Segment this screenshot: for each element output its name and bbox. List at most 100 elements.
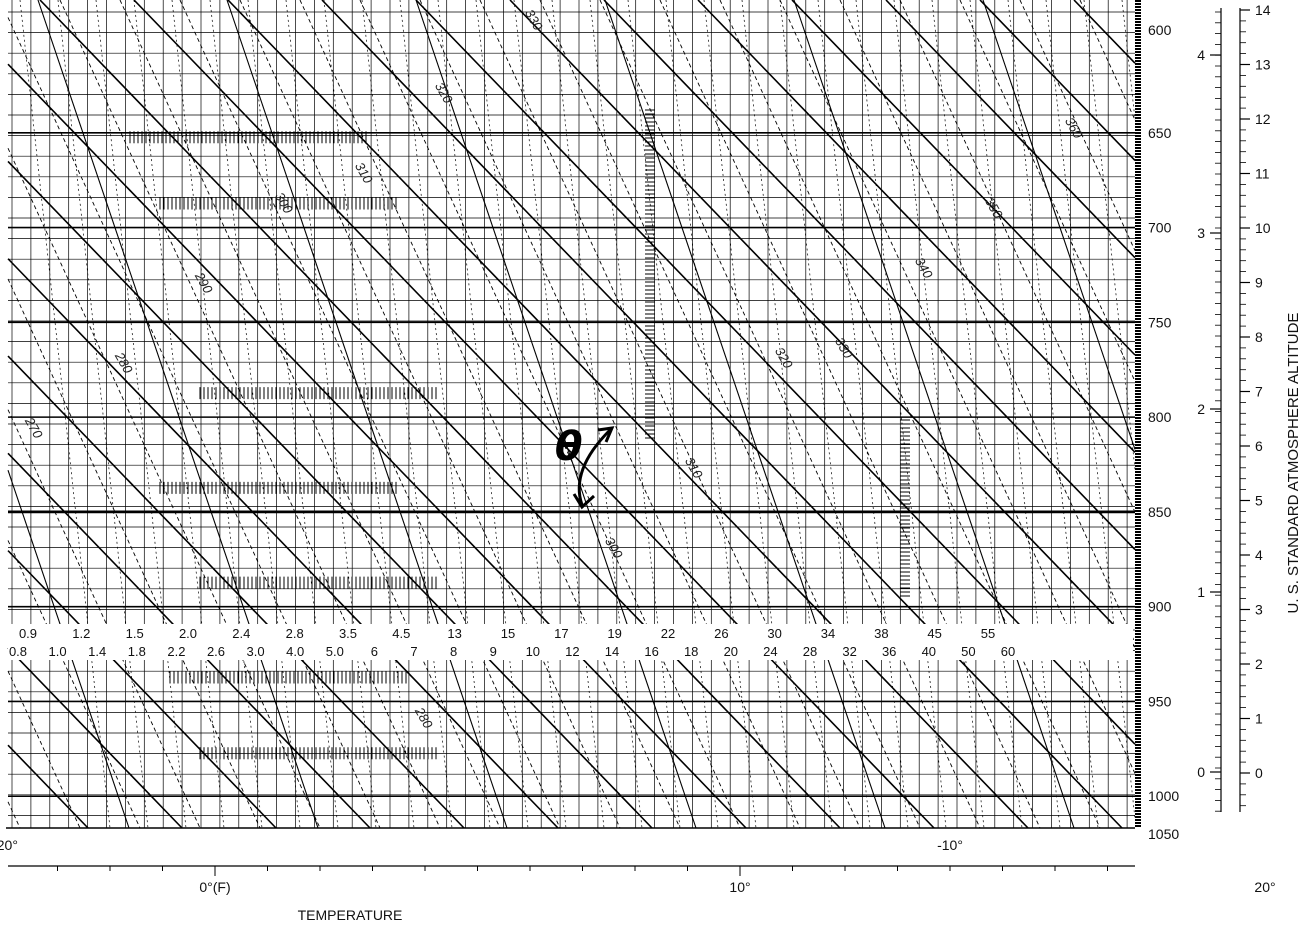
mixing-ratio-lower-row: 0.8 1.0 1.4 1.8 2.2 2.6 3.0 4.0 5.0 6 7 8 9 10 12 14 16 1…: [8, 642, 1133, 660]
dry-adiabat: [7, 160, 653, 829]
dry-adiabat: [885, 0, 1136, 259]
pressure-label: 600: [1148, 22, 1172, 38]
mix-upper-label: 22: [661, 626, 675, 641]
dry-adiabat: [791, 0, 1136, 356]
moist-adiabat: [839, 0, 1136, 643]
mixing-ratio-line: [247, 0, 339, 829]
mixing-ratio-line: [703, 0, 795, 829]
mix-upper-label: 4.5: [392, 626, 410, 641]
fahrenheit-tick-label: 10°: [729, 879, 750, 895]
moist-adiabat: [7, 17, 381, 829]
altitude-kft-label: 10: [1255, 220, 1271, 236]
hand-annotation: [572, 426, 615, 510]
mixing-ratio-line: [779, 0, 871, 829]
altitude-kft-label: 11: [1255, 166, 1270, 182]
mixing-ratio-line: [931, 0, 1023, 829]
mixing-ratio-line: [437, 0, 529, 829]
mix-lower-label: 6: [371, 644, 378, 659]
mix-lower-label: 2.6: [207, 644, 225, 659]
mixing-ratio-line: [741, 0, 833, 829]
annotation-angle-arc: [577, 428, 612, 506]
y-axis-title: U. S. STANDARD ATMOSPHERE ALTITUDE: [1285, 313, 1302, 614]
pressure-labels: 600 650 700 750 800 850 900 950 1000 1050: [1148, 22, 1179, 842]
moist-adiabat: [719, 0, 1101, 829]
celsius-tick-label: -10°: [937, 837, 963, 853]
altitude-kft-label: 3: [1255, 602, 1263, 618]
mix-upper-label: 15: [501, 626, 515, 641]
dry-adiabat: [7, 744, 89, 829]
moist-adiabat: [299, 0, 681, 829]
celsius-scale: -20°-10°0°(C)10°20°30°40°50°: [0, 837, 963, 853]
annotation-arrow-up: [597, 426, 615, 443]
mix-lower-label: 3.0: [247, 644, 265, 659]
altitude-kft-label: 7: [1255, 384, 1263, 400]
mix-lower-label: 14: [605, 644, 619, 659]
moist-adiabat: [419, 0, 801, 829]
isotherm-line: [37, 0, 319, 829]
moist-adiabat: [7, 670, 81, 829]
mix-upper-label: 17: [554, 626, 568, 641]
dry-adiabat: [979, 0, 1136, 161]
mixing-ratio-line: [95, 0, 187, 829]
mixing-ratio-line: [969, 0, 1061, 829]
moist-adiabat: [7, 540, 141, 829]
dry-adiabat: [603, 0, 1136, 551]
moist-adiabat: [1079, 0, 1136, 121]
altitude-kft-label: 2: [1255, 656, 1263, 672]
dry-adiabat: [7, 258, 559, 829]
mix-upper-label: 34: [821, 626, 835, 641]
moist-adiabat: [119, 0, 501, 829]
mixing-ratio-lines: [19, 0, 1136, 829]
moist-adiabat: [1019, 0, 1136, 251]
mixing-ratio-line: [171, 0, 263, 829]
mix-lower-label: 28: [803, 644, 817, 659]
altitude-kft-label: 8: [1255, 329, 1263, 345]
mix-lower-label: 40: [922, 644, 936, 659]
moist-adiabat: [239, 0, 621, 829]
moist-adiabat: [479, 0, 861, 829]
mix-lower-label: 24: [763, 644, 777, 659]
mixing-ratio-line: [1045, 0, 1136, 819]
moist-adiabat: [899, 0, 1136, 513]
mix-upper-label: 55: [981, 626, 995, 641]
mix-lower-label: 1.0: [49, 644, 67, 659]
altitude-km-label: 0: [1197, 764, 1205, 780]
mix-upper-label: 19: [607, 626, 621, 641]
dry-adiabat: [39, 0, 841, 829]
moist-adiabat: [7, 278, 261, 829]
mix-lower-label: 9: [490, 644, 497, 659]
mixing-ratio-line: [817, 0, 909, 829]
mixing-ratio-line: [665, 0, 757, 829]
mix-lower-label: 32: [842, 644, 856, 659]
isobars: [8, 131, 1135, 798]
mixing-ratio-line: [475, 0, 567, 829]
mix-upper-label: 26: [714, 626, 728, 641]
altitude-kft-label: 6: [1255, 438, 1263, 454]
mix-lower-label: 0.8: [9, 644, 27, 659]
mix-lower-label: 60: [1001, 644, 1015, 659]
fahrenheit-tick-label: 0°(F): [199, 879, 230, 895]
mixing-ratio-line: [893, 0, 985, 829]
altitude-kft-label: 5: [1255, 493, 1263, 509]
mix-lower-label: 18: [684, 644, 698, 659]
dry-adiabat: [415, 0, 1136, 745]
mix-upper-label: 38: [874, 626, 888, 641]
mixing-ratio-line: [627, 0, 719, 829]
altitude-kft-label: 14: [1255, 2, 1271, 18]
altitude-kft-label: 13: [1255, 57, 1271, 73]
mix-lower-label: 7: [410, 644, 417, 659]
mixing-ratio-line: [323, 0, 415, 829]
mix-lower-label: 1.4: [88, 644, 106, 659]
isotherm-line: [982, 0, 1136, 450]
mixing-ratio-line: [209, 0, 301, 829]
mix-upper-label: 1.2: [72, 626, 90, 641]
pressure-label: 700: [1148, 220, 1172, 236]
mix-lower-label: 1.8: [128, 644, 146, 659]
pressure-label: 650: [1148, 125, 1172, 141]
mixing-ratio-line: [57, 0, 149, 829]
mixing-ratio-line: [133, 0, 225, 829]
pressure-label: 1050: [1148, 826, 1179, 842]
mix-lower-label: 5.0: [326, 644, 344, 659]
celsius-tick-label: -20°: [0, 837, 18, 853]
